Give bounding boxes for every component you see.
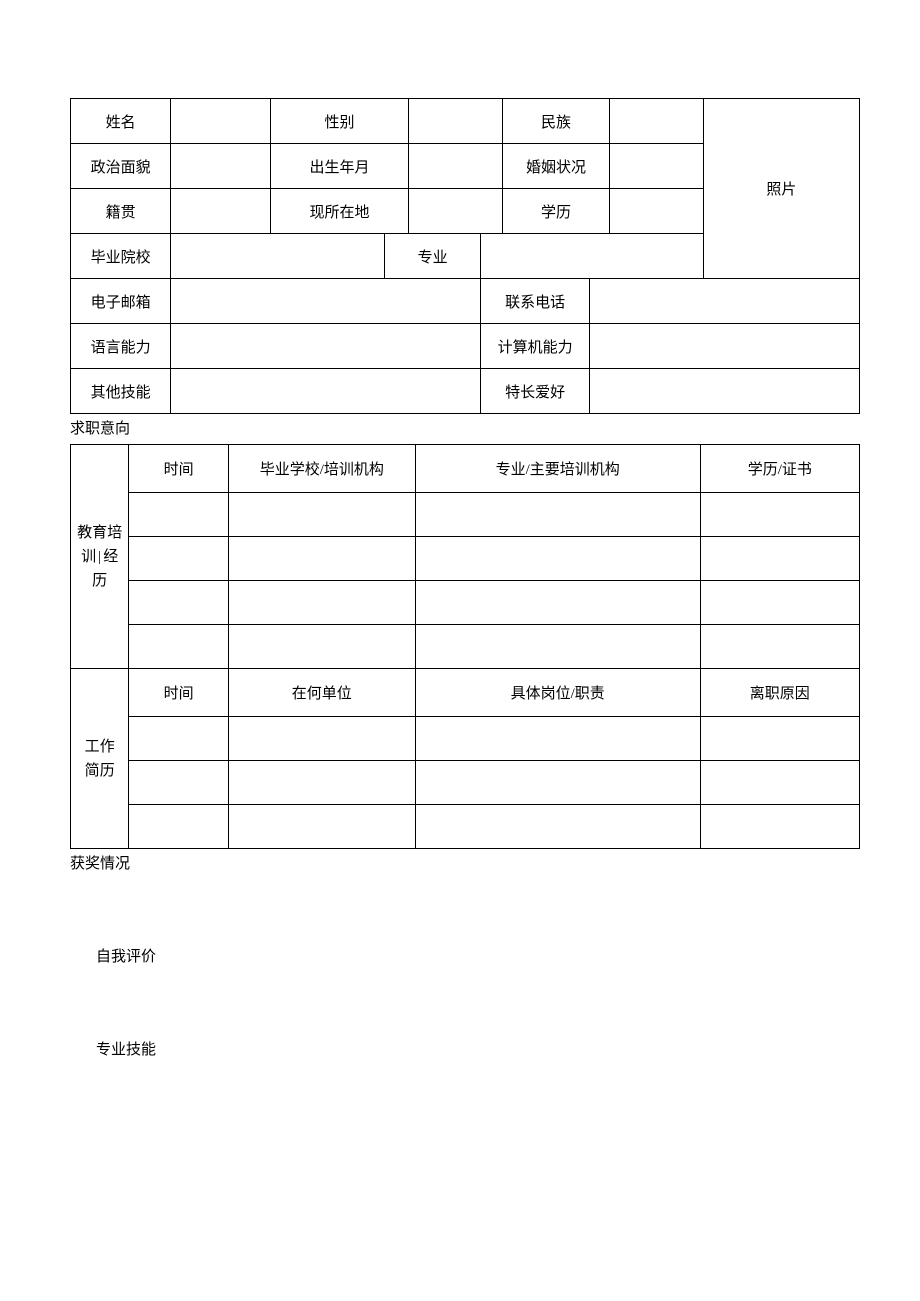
info-row-7: 其他技能 特长爱好 [71, 369, 860, 414]
marital-label: 婚姻状况 [503, 144, 610, 189]
ethnicity-value [609, 99, 703, 144]
work-time-header: 时间 [129, 669, 228, 717]
job-intent-label: 求职意向 [70, 414, 860, 444]
phone-label: 联系电话 [481, 279, 590, 324]
awards-label: 获奖情况 [70, 852, 860, 873]
education-value [609, 189, 703, 234]
experience-table: 教育培训|经历 时间 毕业学校/培训机构 专业/主要培训机构 学历/证书 工作简… [70, 444, 860, 849]
hobby-label: 特长爱好 [481, 369, 590, 414]
edu-cert-header: 学历/证书 [700, 445, 859, 493]
hometown-label: 籍贯 [71, 189, 171, 234]
photo-cell: 照片 [703, 99, 859, 279]
edu-header-row: 教育培训|经历 时间 毕业学校/培训机构 专业/主要培训机构 学历/证书 [71, 445, 860, 493]
gender-label: 性别 [271, 99, 408, 144]
name-label: 姓名 [71, 99, 171, 144]
language-label: 语言能力 [71, 324, 171, 369]
personal-info-table: 姓名 性别 民族 照片 政治面貌 出生年月 婚姻状况 籍贯 现所在地 学历 毕业… [70, 98, 860, 414]
ethnicity-label: 民族 [503, 99, 610, 144]
location-value [408, 189, 503, 234]
education-label: 学历 [503, 189, 610, 234]
pro-skills-label: 专业技能 [70, 1038, 860, 1059]
edu-row [71, 625, 860, 669]
email-label: 电子邮箱 [71, 279, 171, 324]
hometown-value [171, 189, 271, 234]
edu-school-header: 毕业学校/培训机构 [228, 445, 415, 493]
other-value [171, 369, 481, 414]
phone-value [590, 279, 860, 324]
location-label: 现所在地 [271, 189, 408, 234]
work-unit-header: 在何单位 [228, 669, 415, 717]
marital-value [609, 144, 703, 189]
edu-row [71, 581, 860, 625]
work-header-row: 工作简历 时间 在何单位 具体岗位/职责 离职原因 [71, 669, 860, 717]
edu-side-label: 教育培训|经历 [71, 445, 129, 669]
computer-value [590, 324, 860, 369]
major-label: 专业 [384, 234, 480, 279]
major-value [481, 234, 703, 279]
work-row [71, 761, 860, 805]
name-value [171, 99, 271, 144]
work-row [71, 717, 860, 761]
other-label: 其他技能 [71, 369, 171, 414]
birth-label: 出生年月 [271, 144, 408, 189]
language-value [171, 324, 481, 369]
info-row-1: 姓名 性别 民族 照片 [71, 99, 860, 144]
info-row-6: 语言能力 计算机能力 [71, 324, 860, 369]
edu-major-header: 专业/主要培训机构 [415, 445, 700, 493]
political-label: 政治面貌 [71, 144, 171, 189]
edu-row [71, 493, 860, 537]
computer-label: 计算机能力 [481, 324, 590, 369]
work-reason-header: 离职原因 [700, 669, 859, 717]
work-side-label: 工作简历 [71, 669, 129, 849]
self-eval-label: 自我评价 [70, 945, 860, 966]
hobby-value [590, 369, 860, 414]
gender-value [408, 99, 503, 144]
political-value [171, 144, 271, 189]
edu-time-header: 时间 [129, 445, 228, 493]
birth-value [408, 144, 503, 189]
school-label: 毕业院校 [71, 234, 171, 279]
email-value [171, 279, 481, 324]
school-value [171, 234, 385, 279]
work-row [71, 805, 860, 849]
work-position-header: 具体岗位/职责 [415, 669, 700, 717]
edu-row [71, 537, 860, 581]
info-row-5: 电子邮箱 联系电话 [71, 279, 860, 324]
text-sections: 获奖情况 自我评价 专业技能 [70, 849, 860, 1059]
